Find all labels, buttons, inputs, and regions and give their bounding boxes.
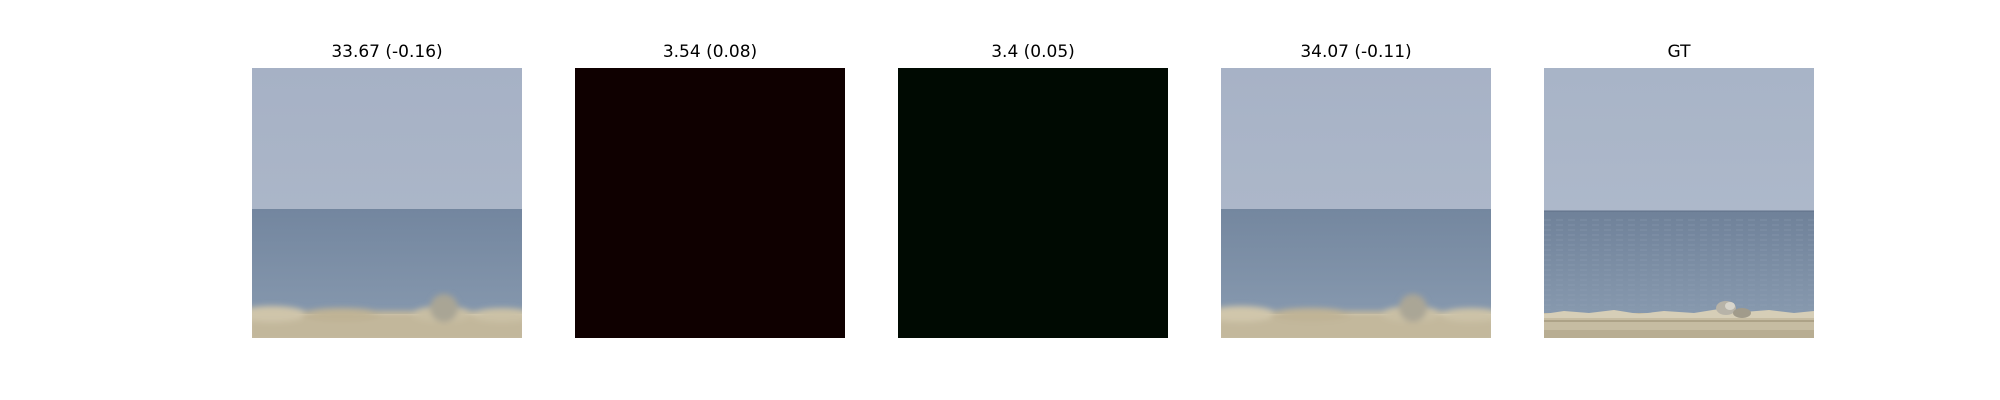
panel-5-image <box>1544 68 1814 338</box>
panel-2: 3.54 (0.08) <box>575 0 845 400</box>
panel-3-image <box>898 68 1168 338</box>
panel-4: 34.07 (-0.11) <box>1221 0 1491 400</box>
panel-1-title: 33.67 (-0.16) <box>331 42 443 62</box>
panel-5-title: GT <box>1667 42 1691 62</box>
panel-2-image <box>575 68 845 338</box>
panel-3-title: 3.4 (0.05) <box>991 42 1075 62</box>
panel-2-title: 3.54 (0.08) <box>662 42 758 62</box>
panel-3: 3.4 (0.05) <box>898 0 1168 400</box>
panel-4-image <box>1221 68 1491 338</box>
panel-1-image <box>252 68 522 338</box>
panel-5: GT <box>1544 0 1814 400</box>
panel-1: 33.67 (-0.16) <box>252 0 522 400</box>
panel-4-title: 34.07 (-0.11) <box>1300 42 1412 62</box>
